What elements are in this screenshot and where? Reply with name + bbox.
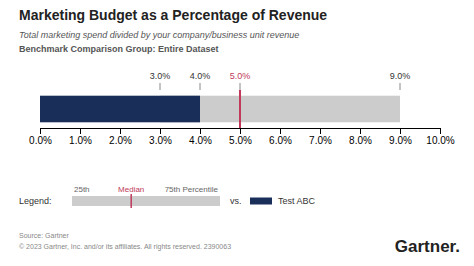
legend-label: 25th bbox=[74, 185, 90, 194]
x-tick-mark bbox=[80, 128, 81, 134]
x-tick-label: 7.0% bbox=[309, 135, 332, 146]
x-tick-mark bbox=[40, 128, 41, 134]
x-tick-mark bbox=[400, 128, 401, 134]
legend-swatch bbox=[72, 196, 220, 206]
annotation-tick bbox=[240, 83, 241, 90]
legend-label: 75th Percentile bbox=[165, 185, 219, 194]
source: © 2023 Gartner, Inc. and/or its affiliat… bbox=[19, 243, 231, 251]
legend-separator: vs. bbox=[230, 196, 242, 206]
x-tick-mark bbox=[200, 128, 201, 134]
title: Marketing Budget as a Percentage of Reve… bbox=[19, 7, 327, 23]
legend-label: Median bbox=[118, 185, 144, 194]
subtitle: Total marketing spend divided by your co… bbox=[19, 30, 299, 40]
legend-entry: Test ABC bbox=[278, 196, 316, 206]
x-tick-label: 9.0% bbox=[389, 135, 412, 146]
x-tick-mark bbox=[320, 128, 321, 134]
annotation: 4.0% bbox=[190, 71, 211, 81]
reference-line bbox=[239, 90, 241, 128]
annotation-tick bbox=[400, 83, 401, 90]
x-tick-mark bbox=[280, 128, 281, 134]
x-tick-mark bbox=[240, 128, 241, 134]
x-tick-mark bbox=[440, 128, 441, 134]
legend-swatch bbox=[250, 198, 272, 205]
legend-swatch-line bbox=[130, 194, 132, 208]
plot-marks bbox=[40, 90, 400, 128]
x-tick-label: 1.0% bbox=[69, 135, 92, 146]
x-tick: 5.0% bbox=[229, 128, 252, 146]
chart: Marketing Budget as a Percentage of Reve… bbox=[0, 0, 474, 266]
x-tick: 10.0% bbox=[426, 128, 454, 146]
x-tick: 3.0% bbox=[149, 128, 172, 146]
x-tick-label: 0.0% bbox=[29, 135, 52, 146]
annotation: 3.0% bbox=[150, 71, 171, 81]
x-tick: 4.0% bbox=[189, 128, 212, 146]
x-tick: 7.0% bbox=[309, 128, 332, 146]
x-tick-label: 2.0% bbox=[109, 135, 132, 146]
annotation-tick bbox=[160, 83, 161, 90]
x-tick-label: 4.0% bbox=[189, 135, 212, 146]
x-axis: 0.0% 1.0% 2.0% 3.0% 4.0% 5.0% 6.0% 7.0% 8.0% 9.0%… bbox=[29, 128, 455, 146]
x-tick: 2.0% bbox=[109, 128, 132, 146]
x-tick-label: 3.0% bbox=[149, 135, 172, 146]
annotation: 9.0% bbox=[390, 71, 411, 81]
annotation-tick bbox=[200, 83, 201, 90]
caption: Benchmark Comparison Group: Entire Datas… bbox=[19, 44, 219, 54]
legend: Legend: 25th Median 75th Percentile vs. Test … bbox=[19, 185, 316, 208]
x-tick-label: 8.0% bbox=[349, 135, 372, 146]
x-tick: 8.0% bbox=[349, 128, 372, 146]
x-tick-mark bbox=[160, 128, 161, 134]
x-axis-line bbox=[41, 129, 441, 135]
x-tick: 9.0% bbox=[389, 128, 412, 146]
legend-heading: Legend: bbox=[19, 196, 52, 206]
x-tick-mark bbox=[360, 128, 361, 134]
bar bbox=[40, 96, 200, 123]
x-tick-label: 5.0% bbox=[229, 135, 252, 146]
x-tick: 6.0% bbox=[269, 128, 292, 146]
x-tick: 0.0% bbox=[29, 128, 52, 146]
annotation: 5.0% bbox=[230, 71, 251, 81]
x-tick-mark bbox=[120, 128, 121, 134]
logo: Gartner. bbox=[395, 237, 460, 256]
x-tick-label: 6.0% bbox=[269, 135, 292, 146]
x-tick-label: 10.0% bbox=[426, 135, 454, 146]
x-tick: 1.0% bbox=[69, 128, 92, 146]
source: Source: Gartner bbox=[19, 232, 69, 239]
